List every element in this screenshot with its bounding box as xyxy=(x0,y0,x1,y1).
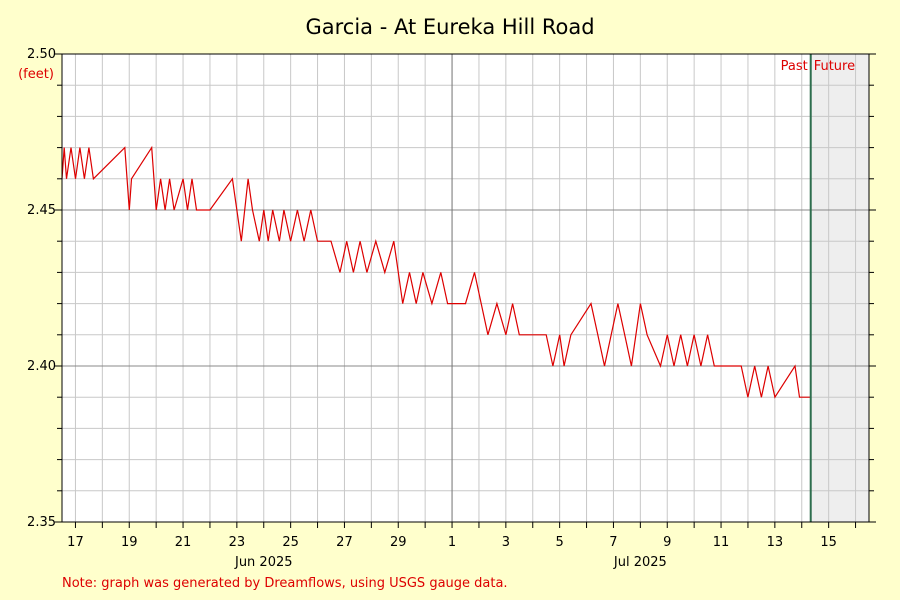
x-tick-label: 25 xyxy=(282,535,299,550)
x-month-label: Jul 2025 xyxy=(613,555,667,570)
chart-title: Garcia - At Eureka Hill Road xyxy=(305,15,594,39)
x-tick-label: 1 xyxy=(448,535,456,550)
y-tick-label: 2.50 xyxy=(27,47,56,62)
y-axis-unit-label: (feet) xyxy=(18,67,54,82)
x-tick-label: 11 xyxy=(713,535,730,550)
x-tick-label: 17 xyxy=(67,535,84,550)
x-tick-label: 29 xyxy=(390,535,407,550)
y-tick-label: 2.40 xyxy=(27,359,56,374)
footer-note: Note: graph was generated by Dreamflows,… xyxy=(62,576,508,591)
x-tick-label: 19 xyxy=(121,535,138,550)
future-label: Future xyxy=(814,59,855,74)
x-tick-label: 3 xyxy=(502,535,510,550)
x-tick-label: 5 xyxy=(556,535,564,550)
x-tick-label: 13 xyxy=(767,535,784,550)
x-tick-label: 9 xyxy=(663,535,671,550)
x-tick-label: 27 xyxy=(336,535,353,550)
x-tick-label: 21 xyxy=(175,535,192,550)
series-line xyxy=(61,145,811,399)
x-month-label: Jun 2025 xyxy=(234,555,293,570)
x-tick-label: 23 xyxy=(229,535,246,550)
y-tick-label: 2.35 xyxy=(27,515,56,530)
y-tick-label: 2.45 xyxy=(27,203,56,218)
x-tick-label: 15 xyxy=(820,535,837,550)
plot-area xyxy=(62,54,869,522)
past-label: Past xyxy=(781,59,808,74)
plot-frame xyxy=(61,53,870,523)
x-tick-label: 7 xyxy=(609,535,617,550)
future-region xyxy=(810,54,869,522)
